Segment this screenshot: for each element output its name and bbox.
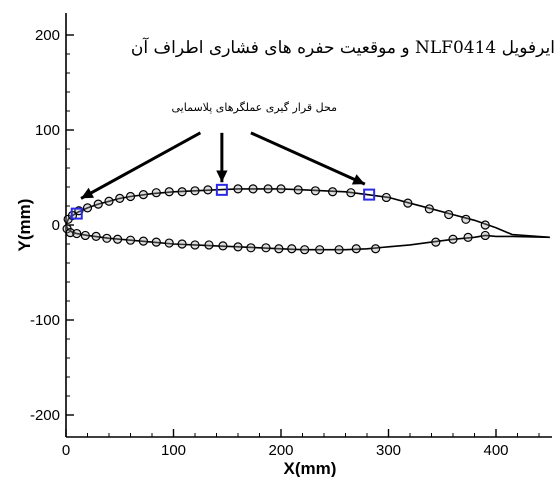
pressure-tap-marker	[233, 242, 243, 252]
pressure-tap-marker	[351, 244, 361, 254]
x-axis-title: X(mm)	[284, 459, 337, 477]
pressure-tap-marker	[276, 184, 286, 194]
pressure-tap-marker	[125, 191, 136, 202]
lower-surface-line	[65, 224, 550, 251]
y-tick-label: -100	[30, 312, 60, 329]
ticks	[65, 34, 540, 437]
pressure-tap-marker	[72, 228, 82, 239]
pressure-tap-marker	[480, 220, 490, 230]
annotation-arrow-shaft	[80, 131, 202, 200]
actuator-marker	[363, 188, 376, 201]
arrows	[80, 131, 366, 200]
y-tick-label: 100	[35, 122, 60, 139]
pressure-tap-marker	[104, 196, 114, 206]
x-tick-label: 400	[483, 442, 508, 459]
pressure-tap-marker	[204, 240, 214, 250]
actuator-marker	[215, 183, 228, 196]
pressure-tap-marker	[177, 239, 187, 249]
pressure-tap-marker	[328, 187, 338, 197]
pressure-tap-marker	[403, 198, 413, 208]
pressure-tap-marker	[164, 187, 174, 197]
pressure-tap-marker	[315, 245, 325, 255]
x-tick-label: 0	[62, 442, 70, 459]
y-tick-label: 200	[35, 27, 60, 44]
series	[65, 188, 550, 251]
pressure-tap-marker	[424, 204, 434, 214]
pressure-tap-marker	[82, 203, 93, 213]
pressure-tap-marker	[115, 193, 125, 203]
pressure-tap-marker	[444, 209, 454, 220]
actuator-marker	[70, 207, 83, 220]
pressure-tap-marker	[248, 184, 258, 194]
pressure-tap-marker	[381, 192, 391, 203]
annotation-text: محل قرار گیری عملگرهای پلاسمایی	[172, 101, 338, 114]
upper-surface-line	[65, 188, 550, 239]
pressure-tap-marker	[263, 184, 273, 194]
pressure-tap-marker	[246, 243, 256, 253]
pressure-tap-marker	[463, 232, 473, 242]
pressure-tap-marker	[138, 190, 148, 200]
pressure-tap-marker	[431, 237, 441, 247]
annotation-arrow-shaft	[250, 131, 366, 186]
y-tick-label: 0	[52, 217, 60, 234]
pressure-tap-marker	[334, 245, 344, 255]
x-tick-label: 300	[376, 442, 401, 459]
pressure-tap-marker	[461, 214, 471, 224]
pressure-tap-marker	[261, 243, 271, 253]
pressure-tap-marker	[287, 244, 297, 254]
x-tick-label: 200	[268, 442, 293, 459]
markers	[62, 183, 490, 255]
pressure-tap-marker	[274, 244, 284, 254]
pressure-tap-marker	[177, 187, 187, 197]
pressure-tap-marker	[93, 199, 103, 209]
annotation-arrow-head	[351, 174, 365, 185]
pressure-tap-marker	[190, 240, 200, 250]
pressure-tap-marker	[80, 230, 90, 241]
pressure-tap-marker	[300, 245, 310, 255]
axes	[65, 13, 552, 438]
pressure-tap-marker	[218, 241, 228, 251]
y-axis-title: Y(mm)	[15, 199, 34, 252]
x-tick-label: 100	[161, 442, 186, 459]
chart-title: ایرفویل NLF0414 و موقعیت حفره های فشاری …	[131, 36, 555, 58]
pressure-tap-marker	[102, 233, 112, 243]
pressure-tap-marker	[480, 230, 490, 241]
pressure-tap-marker	[346, 188, 356, 198]
pressure-tap-marker	[112, 234, 123, 244]
tick-labels: 0 100 200 300 400 200 100 0 -100 -200	[30, 27, 509, 459]
y-tick-label: -200	[30, 407, 60, 424]
pressure-tap-marker	[310, 186, 320, 196]
pressure-tap-marker	[138, 236, 148, 246]
pressure-tap-marker	[125, 235, 136, 245]
pressure-tap-marker	[203, 185, 213, 195]
pressure-tap-marker	[164, 238, 174, 248]
pressure-tap-marker	[151, 237, 161, 247]
pressure-tap-marker	[293, 185, 303, 195]
pressure-tap-marker	[371, 244, 381, 254]
pressure-tap-marker	[233, 184, 243, 194]
annotation-arrow-head	[81, 187, 95, 199]
pressure-tap-marker	[448, 234, 458, 244]
pressure-tap-marker	[190, 186, 200, 196]
annotation-arrow-head	[216, 170, 228, 183]
pressure-tap-marker	[151, 188, 161, 198]
pressure-tap-marker	[91, 231, 101, 241]
